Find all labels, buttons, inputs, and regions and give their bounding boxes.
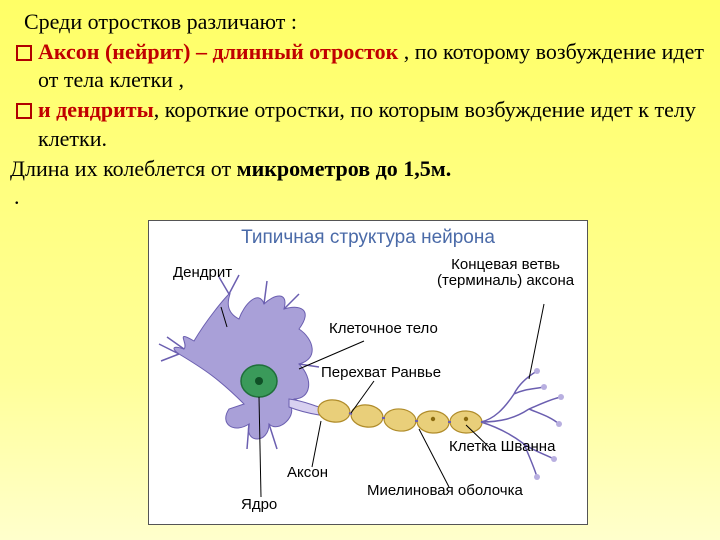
label-dendrite: Дендрит — [173, 265, 232, 281]
bullet-list: Аксон (нейрит) – длинный отросток , по к… — [10, 38, 710, 153]
label-cellbody: Клеточное тело — [329, 321, 438, 337]
intro-line: Среди отростков различают : — [24, 8, 710, 36]
axon-term: Аксон (нейрит) – длинный отросток — [38, 39, 404, 64]
label-myelin: Миелиновая оболочка — [367, 483, 523, 499]
myelin-group — [317, 398, 483, 434]
length-line: Длина их колеблется от микрометров до 1,… — [10, 155, 710, 183]
label-axon: Аксон — [287, 465, 328, 481]
neuron-diagram: Типичная структура нейрона — [148, 220, 588, 525]
label-schwann: Клетка Шванна — [449, 439, 555, 455]
length-b: микрометров до 1,5м. — [237, 156, 452, 181]
dendrite-term: и дендриты — [38, 97, 154, 122]
trailing-dot: . — [14, 183, 710, 211]
length-a: Длина их колеблется от — [10, 156, 237, 181]
soma-group — [159, 275, 319, 449]
diagram-title: Типичная структура нейрона — [149, 221, 587, 249]
bullet-dendrite: и дендриты, короткие отростки, по которы… — [10, 96, 710, 152]
label-ranvier: Перехват Ранвье — [321, 365, 441, 381]
label-nucleus: Ядро — [241, 497, 277, 513]
label-terminal: Концевая ветвь (терминаль) аксона — [437, 257, 574, 289]
terminal-group — [481, 368, 564, 480]
bullet-axon: Аксон (нейрит) – длинный отросток , по к… — [10, 38, 710, 94]
text-block: Среди отростков различают : Аксон (нейри… — [0, 0, 720, 211]
